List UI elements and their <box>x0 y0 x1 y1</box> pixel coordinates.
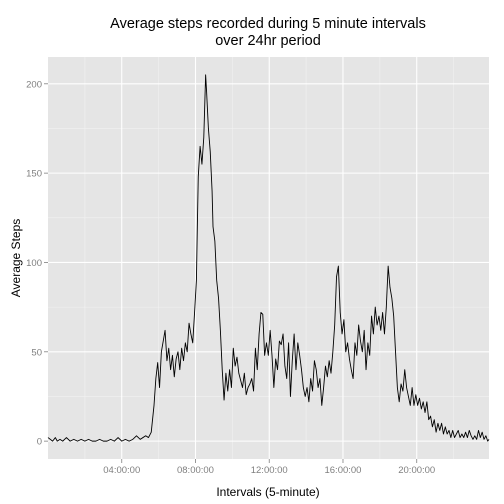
x-tick-label: 12:00:00 <box>251 465 288 476</box>
x-tick-label: 20:00:00 <box>398 465 435 476</box>
series-line-0 <box>47 74 490 442</box>
chart-title-line1: Average steps recorded during 5 minute i… <box>110 16 426 32</box>
x-axis-title: Intervals (5-minute) <box>216 485 319 499</box>
x-tick-label: 16:00:00 <box>324 465 361 476</box>
x-tick-label: 04:00:00 <box>103 465 140 476</box>
series-layer <box>47 74 490 442</box>
chart-title-line2: over 24hr period <box>215 33 321 49</box>
y-tick-label: 50 <box>31 347 42 358</box>
x-axis-ticks: 04:00:00 08:00:00 12:00:00 16:00:00 20:00:00 <box>103 459 435 476</box>
y-axis-ticks: 0 50 100 150 200 <box>26 79 48 448</box>
plot-panel <box>48 57 489 459</box>
y-axis-title: Average Steps <box>9 219 23 298</box>
y-tick-label: 0 <box>37 437 42 448</box>
y-tick-label: 150 <box>26 169 42 180</box>
y-tick-label: 200 <box>26 79 42 90</box>
x-tick-label: 08:00:00 <box>177 465 214 476</box>
y-tick-label: 100 <box>26 258 42 269</box>
